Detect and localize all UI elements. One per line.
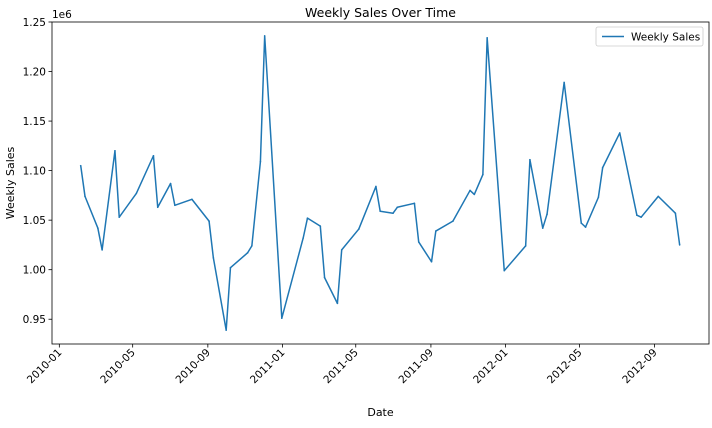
data-point <box>375 185 377 188</box>
data-point <box>413 202 416 205</box>
data-point <box>174 204 176 207</box>
data-point <box>563 81 565 84</box>
data-point <box>678 244 681 246</box>
y-tick-label: 0.95 <box>23 314 46 326</box>
data-point <box>601 166 604 169</box>
data-point <box>84 195 86 198</box>
data-point <box>452 220 454 222</box>
data-point <box>152 154 155 157</box>
x-tick-label: 2011-09 <box>397 347 437 387</box>
data-point <box>636 214 638 216</box>
data-point <box>229 266 232 269</box>
data-point <box>246 252 249 254</box>
data-point <box>618 132 621 134</box>
data-point <box>435 230 437 232</box>
data-point <box>640 216 642 218</box>
plot-area-frame <box>51 21 710 345</box>
data-point <box>529 158 531 161</box>
y-tick-label: 1.15 <box>23 116 46 128</box>
y-tick-label: 1.10 <box>23 165 46 177</box>
data-point <box>114 150 116 152</box>
y-tick-label: 1.25 <box>23 17 46 29</box>
data-point <box>323 276 326 279</box>
x-tick-label: 2011-05 <box>321 347 361 387</box>
legend-label: Weekly Sales <box>631 32 700 44</box>
data-point <box>281 317 283 320</box>
data-point <box>306 217 309 219</box>
data-point <box>156 206 159 209</box>
legend: Weekly Sales <box>595 26 704 47</box>
data-point <box>473 193 476 196</box>
data-point <box>503 269 506 272</box>
data-point <box>251 245 253 247</box>
data-point <box>597 196 600 199</box>
y-axis-label: Weekly Sales <box>4 146 17 219</box>
x-tick-label: 2012-05 <box>545 347 585 387</box>
x-tick-label: 2011-01 <box>248 347 288 387</box>
x-tick-label: 2012-01 <box>471 347 511 387</box>
data-point <box>191 198 193 201</box>
data-point <box>259 160 262 163</box>
data-point <box>657 195 660 198</box>
x-tick-label: 2010-09 <box>173 347 213 387</box>
data-point <box>358 228 360 230</box>
data-point <box>302 237 304 239</box>
data-point <box>208 220 210 222</box>
data-point <box>101 249 103 251</box>
data-point <box>469 189 471 192</box>
data-point <box>225 329 227 331</box>
x-tick-label: 2012-09 <box>620 347 660 387</box>
data-point <box>486 37 488 39</box>
data-point <box>340 249 343 251</box>
data-point <box>584 226 587 228</box>
data-point <box>336 302 339 305</box>
data-point <box>580 222 583 224</box>
data-point <box>430 260 433 263</box>
legend-box <box>595 26 704 47</box>
data-point <box>541 227 544 229</box>
data-point <box>79 164 82 167</box>
data-point <box>263 35 266 37</box>
data-point <box>169 182 172 185</box>
data-point <box>212 257 215 259</box>
y-tick-label: 1.05 <box>23 215 46 227</box>
x-tick-label: 2010-05 <box>98 347 138 387</box>
data-point <box>674 212 677 215</box>
data-point <box>546 213 548 216</box>
chart-title: Weekly Sales Over Time <box>305 5 456 20</box>
data-point <box>118 216 121 218</box>
data-point <box>135 192 138 195</box>
data-point <box>97 227 99 229</box>
data-point <box>396 206 399 209</box>
data-point <box>417 241 420 243</box>
data-point <box>319 225 322 227</box>
x-tick-label: 2010-01 <box>25 347 65 387</box>
series-layer <box>79 35 681 331</box>
y-tick-label: 1.00 <box>23 264 46 276</box>
data-point <box>524 245 527 247</box>
data-point <box>482 173 484 176</box>
y-tick-label: 1.20 <box>23 66 46 78</box>
y-axis-offset-label: 1e6 <box>52 9 72 21</box>
data-point <box>392 212 394 215</box>
x-axis-label: Date <box>367 406 394 419</box>
data-point <box>379 210 381 213</box>
